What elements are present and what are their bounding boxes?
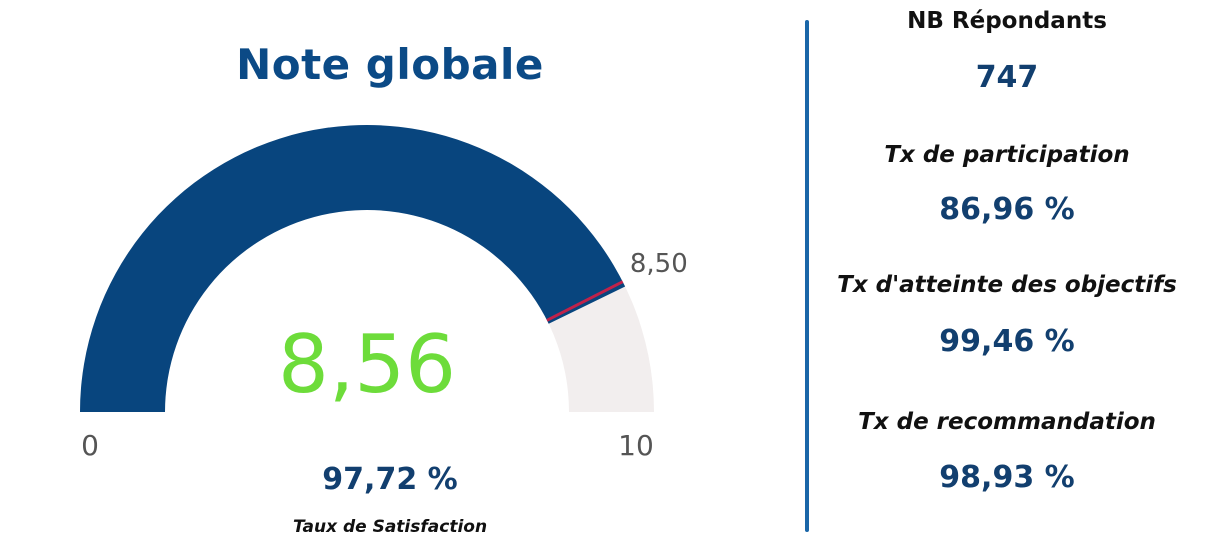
- respondents-label: NB Répondants: [907, 8, 1107, 34]
- satisfaction-rate-label: Taux de Satisfaction: [292, 517, 488, 537]
- gauge-value-arc: [80, 125, 626, 412]
- satisfaction-rate-value: 97,72 %: [322, 462, 458, 497]
- objectives-rate-label: Tx d'atteinte des objectifs: [837, 272, 1177, 298]
- gauge-min-label: 0: [81, 429, 99, 462]
- gauge-target-label: 8,50: [630, 249, 688, 279]
- participation-rate-label: Tx de participation: [884, 142, 1130, 168]
- recommendation-rate-value: 98,93 %: [939, 460, 1075, 495]
- respondents-value: 747: [975, 60, 1039, 95]
- kpi-panel: NB Répondants 747 Tx de participation 86…: [812, 0, 1220, 548]
- gauge-value-text: 8,56: [278, 318, 456, 411]
- gauge-title: Note globale: [236, 40, 544, 89]
- objectives-rate-value: 99,46 %: [939, 324, 1075, 359]
- vertical-divider: [805, 20, 809, 532]
- gauge-target-marker: [546, 280, 624, 322]
- gauge-panel: Note globale 8,56 8,50 0 10 97,72 % Taux…: [80, 40, 688, 537]
- gauge-chart: 8,56 8,50 0 10: [80, 125, 688, 462]
- participation-rate-value: 86,96 %: [939, 192, 1075, 227]
- recommendation-rate-label: Tx de recommandation: [858, 409, 1156, 435]
- gauge-max-label: 10: [618, 429, 654, 462]
